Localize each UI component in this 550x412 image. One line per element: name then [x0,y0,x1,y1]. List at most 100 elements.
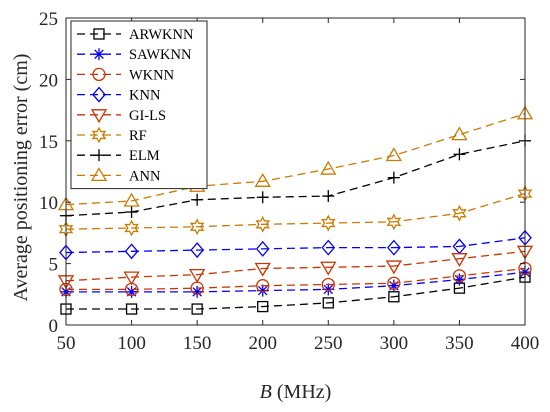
series-line [65,192,526,230]
data-point-diamond [190,242,204,259]
x-axis-label: B (MHz) [260,381,332,403]
legend-entry-knn: KNN [77,86,161,104]
marker-shape [189,269,206,283]
marker-shape [192,287,202,297]
data-point-hexagram [124,219,139,237]
marker-shape [451,126,468,141]
data-point-triangle-down [385,260,402,275]
data-point-square [191,303,203,315]
data-point-diamond [321,239,336,256]
data-point-triangle-down [90,109,108,124]
data-point-diamond [92,86,106,103]
marker-shape [255,240,270,257]
marker-shape [92,67,106,82]
legend-entry-wknn: WKNN [77,67,175,83]
legend-entry-gi-ls: GI-LS [77,108,166,124]
data-point-plus [93,149,105,162]
marker-shape [320,214,336,232]
x-axis-label-variable: B [260,381,272,403]
legend: ARWKNN SAWKNN WKNN KNN GI-LS RF ELM ANN [70,20,208,190]
marker-shape [189,218,205,236]
data-point-circle [387,276,401,290]
x-tick-label: 250 [314,333,343,354]
data-point-triangle-down [320,261,337,276]
data-point-triangle-up [254,173,271,187]
marker-shape [256,279,270,293]
marker-shape [452,269,467,283]
data-point-asterisk [387,279,400,292]
marker-shape [385,147,402,162]
marker-shape [257,300,269,313]
marker-shape [388,291,400,303]
marker-shape [323,284,334,295]
data-point-triangle-up [385,147,402,162]
data-point-circle [321,277,335,292]
y-tick-label: 10 [39,193,58,214]
x-tick-label: 350 [445,333,474,354]
data-point-hexagram [91,126,107,144]
legend-entry-arwknn: ARWKNN [77,27,194,43]
tick-layer: 50 100 150 200 250 300 350 400 0 5 10 15 20 25 [39,9,539,354]
x-tick-label: 150 [183,333,212,354]
data-point-plus [453,148,466,161]
marker-shape [451,253,468,267]
data-point-hexagram [255,215,271,233]
legend-label: KNN [129,88,161,104]
marker-shape [254,173,271,187]
data-point-circle [92,67,106,82]
legend-box [70,20,208,190]
data-point-diamond [255,240,270,257]
marker-shape [254,262,271,277]
x-tick-label: 300 [380,333,409,354]
data-point-hexagram [320,214,336,232]
marker-shape [90,167,108,182]
marker-shape [387,239,401,256]
marker-shape [257,285,268,296]
y-tick-label: 5 [49,255,59,276]
data-point-plus [256,191,269,204]
marker-shape [255,215,271,233]
data-point-triangle-down [123,271,140,286]
data-point-square [388,291,400,303]
data-point-plus [322,190,335,203]
data-point-triangle-up [90,167,108,182]
y-axis-label: Average positioning error (cm) [10,54,32,302]
legend-entry-ann: ANN [77,167,161,184]
series-layer [57,105,534,315]
marker-shape [124,219,139,237]
legend-label: ARWKNN [129,27,194,43]
data-point-square [257,300,269,313]
marker-shape [190,242,204,259]
legend-label: WKNN [129,67,175,83]
y-tick-label: 25 [39,9,58,30]
data-point-asterisk [93,48,105,61]
marker-shape [321,277,335,292]
series-line [66,276,526,310]
data-point-triangle-down [451,253,468,267]
marker-shape [387,276,401,290]
x-tick-label: 400 [511,333,540,354]
marker-shape [94,49,104,59]
marker-shape [124,243,139,260]
marker-shape [91,126,107,144]
data-point-circle [452,269,467,283]
data-point-triangle-down [189,269,206,283]
marker-shape [454,274,465,285]
data-point-diamond [387,239,401,256]
marker-shape [322,297,334,309]
data-point-asterisk [125,285,138,298]
x-axis-label-unit: (MHz) [272,381,331,403]
series-line [65,237,526,254]
marker-shape [320,261,337,276]
plot-frame [65,17,526,326]
marker-shape [385,260,402,275]
legend-label: RF [129,128,147,144]
legend-label: ELM [129,148,160,164]
x-tick-label: 200 [248,333,277,354]
legend-label: GI-LS [129,108,166,124]
marker-shape [92,86,106,103]
legend-label: SAWKNN [129,47,192,63]
data-point-triangle-up [123,192,140,207]
data-point-hexagram [452,204,467,222]
